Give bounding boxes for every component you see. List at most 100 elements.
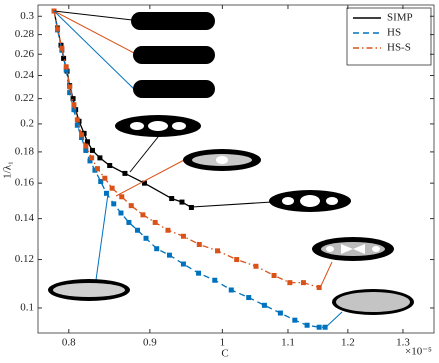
legend-label: SIMP — [387, 12, 413, 24]
leader-line — [53, 10, 135, 90]
y-tick-label: 0.18 — [15, 145, 35, 157]
data-point — [196, 241, 202, 247]
data-point — [98, 179, 104, 185]
y-tick-label: 0.28 — [15, 28, 35, 40]
design-inset — [133, 80, 215, 98]
data-point — [83, 147, 89, 153]
leader-line — [191, 201, 273, 208]
leader-line — [95, 193, 109, 281]
data-point — [94, 166, 100, 172]
data-point — [212, 277, 218, 283]
data-point — [79, 135, 85, 141]
data-point — [122, 170, 128, 176]
data-point — [70, 96, 76, 102]
data-point — [234, 257, 240, 263]
data-point — [292, 317, 298, 323]
data-point — [128, 203, 134, 209]
x-tick-label: 0.9 — [143, 337, 157, 349]
y-tick-label: 0.2 — [20, 117, 34, 129]
insets — [48, 10, 414, 328]
data-point — [141, 180, 147, 186]
design-inset — [332, 289, 414, 315]
data-point — [89, 155, 95, 161]
data-point — [97, 155, 103, 161]
data-point — [228, 287, 234, 293]
leader-line — [325, 311, 343, 328]
data-point — [277, 310, 283, 316]
data-point — [143, 235, 149, 241]
data-point — [215, 248, 221, 254]
y-tick-label: 0.12 — [15, 253, 34, 265]
data-point — [196, 270, 202, 276]
design-inset — [269, 190, 351, 212]
data-point — [111, 201, 117, 207]
data-point — [67, 90, 73, 96]
data-point — [118, 210, 124, 216]
data-point — [61, 55, 67, 61]
leader-line — [115, 158, 187, 197]
data-point — [59, 45, 65, 51]
data-point — [87, 158, 93, 164]
data-point — [179, 199, 185, 205]
data-point — [63, 67, 69, 73]
x-tick-label: 1 — [220, 337, 226, 349]
design-inset — [133, 46, 215, 64]
data-point — [63, 64, 69, 70]
y-tick-label: 0.24 — [15, 69, 35, 81]
data-point — [71, 107, 77, 113]
data-point — [140, 212, 146, 218]
y-axis-label: 1/λ₁ — [2, 161, 14, 179]
leader-line — [319, 261, 333, 289]
design-inset — [131, 12, 215, 30]
design-inset — [312, 237, 394, 261]
data-point — [107, 163, 113, 169]
data-point — [316, 285, 322, 291]
plot-frame — [37, 4, 435, 334]
x-tick-label: 1.3 — [396, 337, 410, 349]
data-point — [79, 132, 85, 138]
data-point — [67, 84, 73, 90]
data-point — [55, 26, 61, 32]
data-point — [102, 175, 108, 181]
data-point — [152, 219, 158, 225]
y-tick-label: 0.26 — [15, 48, 35, 60]
data-point — [287, 280, 293, 286]
data-point — [246, 295, 252, 301]
design-inset — [115, 115, 201, 137]
design-inset — [48, 279, 130, 301]
data-point — [89, 147, 95, 153]
data-point — [261, 302, 267, 308]
data-point — [322, 324, 328, 330]
data-point — [126, 219, 132, 225]
data-point — [83, 143, 89, 149]
data-point — [300, 280, 306, 286]
y-tick-label: 0.22 — [15, 92, 34, 104]
data-point — [253, 263, 259, 269]
y-tick-label: 0.16 — [15, 177, 35, 189]
data-point — [304, 322, 310, 328]
y-tick-label: 0.14 — [15, 212, 35, 224]
data-point — [180, 261, 186, 267]
x-axis-label: C — [221, 348, 228, 360]
data-point — [165, 227, 171, 233]
x-tick-label: 1.2 — [341, 337, 355, 349]
data-point — [71, 102, 77, 108]
data-point — [74, 122, 80, 128]
data-point — [119, 194, 125, 200]
data-point — [109, 185, 115, 191]
x-multiplier: ×10⁻⁵ — [405, 346, 432, 358]
data-point — [135, 227, 141, 233]
data-point — [316, 324, 322, 330]
design-inset — [183, 149, 261, 171]
data-point — [180, 233, 186, 239]
y-tick-label: 0.1 — [20, 301, 34, 313]
series-line — [53, 10, 320, 289]
x-tick-label: 0.8 — [62, 337, 76, 349]
data-point — [154, 246, 160, 252]
data-point — [166, 252, 172, 258]
data-point — [74, 117, 80, 123]
legend-label: HS — [387, 27, 401, 39]
x-tick-label: 1.1 — [281, 337, 295, 349]
data-point — [84, 139, 90, 145]
